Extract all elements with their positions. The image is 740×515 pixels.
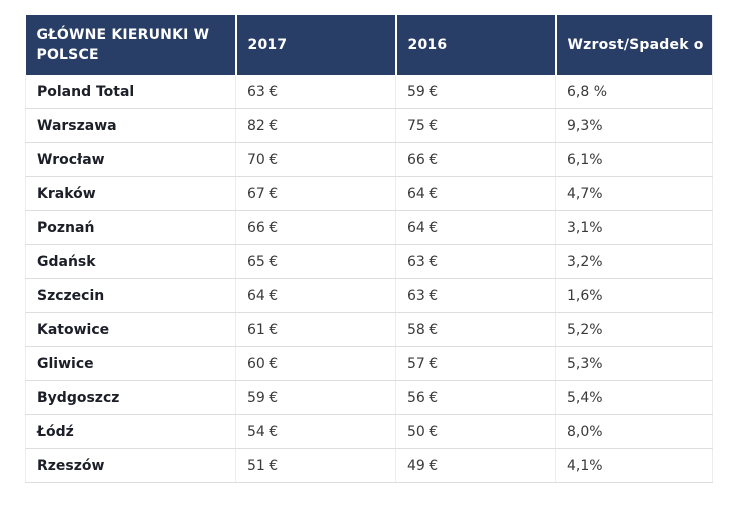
price-2016-cell: 58 € (395, 312, 556, 347)
table-row: Katowice 61 € 58 € 5,2% (25, 312, 713, 347)
table-row: Kraków 67 € 64 € 4,7% (25, 176, 713, 211)
change-cell: 5,4% (555, 380, 713, 415)
price-2016-cell: 50 € (395, 414, 556, 449)
price-2017-cell: 67 € (235, 176, 396, 211)
header-cell-destinations: GŁÓWNE KIERUNKI W POLSCE (25, 15, 236, 75)
table-row: Gdańsk 65 € 63 € 3,2% (25, 244, 713, 279)
city-cell: Katowice (25, 312, 236, 347)
price-2016-cell: 59 € (395, 75, 556, 109)
change-cell: 8,0% (555, 414, 713, 449)
table-row: Rzeszów 51 € 49 € 4,1% (25, 448, 713, 483)
change-cell: 3,2% (555, 244, 713, 279)
city-cell: Gdańsk (25, 244, 236, 279)
price-2016-cell: 63 € (395, 244, 556, 279)
price-2017-cell: 70 € (235, 142, 396, 177)
table-header: GŁÓWNE KIERUNKI W POLSCE 2017 2016 Wzros… (25, 15, 713, 75)
price-2016-cell: 75 € (395, 108, 556, 143)
price-2017-cell: 63 € (235, 75, 396, 109)
change-cell: 4,7% (555, 176, 713, 211)
price-2017-cell: 60 € (235, 346, 396, 381)
change-cell: 6,1% (555, 142, 713, 177)
prices-table-container: GŁÓWNE KIERUNKI W POLSCE 2017 2016 Wzros… (25, 15, 713, 483)
city-cell: Rzeszów (25, 448, 236, 483)
city-cell: Wrocław (25, 142, 236, 177)
price-2017-cell: 61 € (235, 312, 396, 347)
change-cell: 9,3% (555, 108, 713, 143)
price-2017-cell: 66 € (235, 210, 396, 245)
price-2016-cell: 63 € (395, 278, 556, 313)
price-2016-cell: 64 € (395, 176, 556, 211)
price-2017-cell: 51 € (235, 448, 396, 483)
poland-destinations-price-table: GŁÓWNE KIERUNKI W POLSCE 2017 2016 Wzros… (25, 15, 713, 483)
table-row: Warszawa 82 € 75 € 9,3% (25, 108, 713, 143)
city-cell: Szczecin (25, 278, 236, 313)
city-cell: Łódź (25, 414, 236, 449)
table-row: Wrocław 70 € 66 € 6,1% (25, 142, 713, 177)
header-cell-change: Wzrost/Spadek o (554, 15, 713, 75)
price-2017-cell: 64 € (235, 278, 396, 313)
table-row: Gliwice 60 € 57 € 5,3% (25, 346, 713, 381)
table-body: Poland Total 63 € 59 € 6,8 % Warszawa 82… (25, 75, 713, 483)
price-2016-cell: 56 € (395, 380, 556, 415)
city-cell: Warszawa (25, 108, 236, 143)
table-row: Poznań 66 € 64 € 3,1% (25, 210, 713, 245)
change-cell: 4,1% (555, 448, 713, 483)
price-2017-cell: 59 € (235, 380, 396, 415)
change-cell: 1,6% (555, 278, 713, 313)
price-2016-cell: 49 € (395, 448, 556, 483)
change-cell: 6,8 % (555, 75, 713, 109)
change-cell: 5,3% (555, 346, 713, 381)
price-2017-cell: 82 € (235, 108, 396, 143)
header-cell-2016: 2016 (394, 15, 556, 75)
header-cell-2017: 2017 (234, 15, 396, 75)
change-cell: 3,1% (555, 210, 713, 245)
table-row: Bydgoszcz 59 € 56 € 5,4% (25, 380, 713, 415)
change-cell: 5,2% (555, 312, 713, 347)
table-row: Szczecin 64 € 63 € 1,6% (25, 278, 713, 313)
table-row: Poland Total 63 € 59 € 6,8 % (25, 75, 713, 109)
price-2017-cell: 65 € (235, 244, 396, 279)
price-2016-cell: 66 € (395, 142, 556, 177)
city-cell: Gliwice (25, 346, 236, 381)
table-row: Łódź 54 € 50 € 8,0% (25, 414, 713, 449)
price-2016-cell: 57 € (395, 346, 556, 381)
city-cell: Bydgoszcz (25, 380, 236, 415)
city-cell: Poznań (25, 210, 236, 245)
header-row: GŁÓWNE KIERUNKI W POLSCE 2017 2016 Wzros… (25, 15, 713, 75)
price-2016-cell: 64 € (395, 210, 556, 245)
city-cell: Poland Total (25, 75, 236, 109)
city-cell: Kraków (25, 176, 236, 211)
price-2017-cell: 54 € (235, 414, 396, 449)
